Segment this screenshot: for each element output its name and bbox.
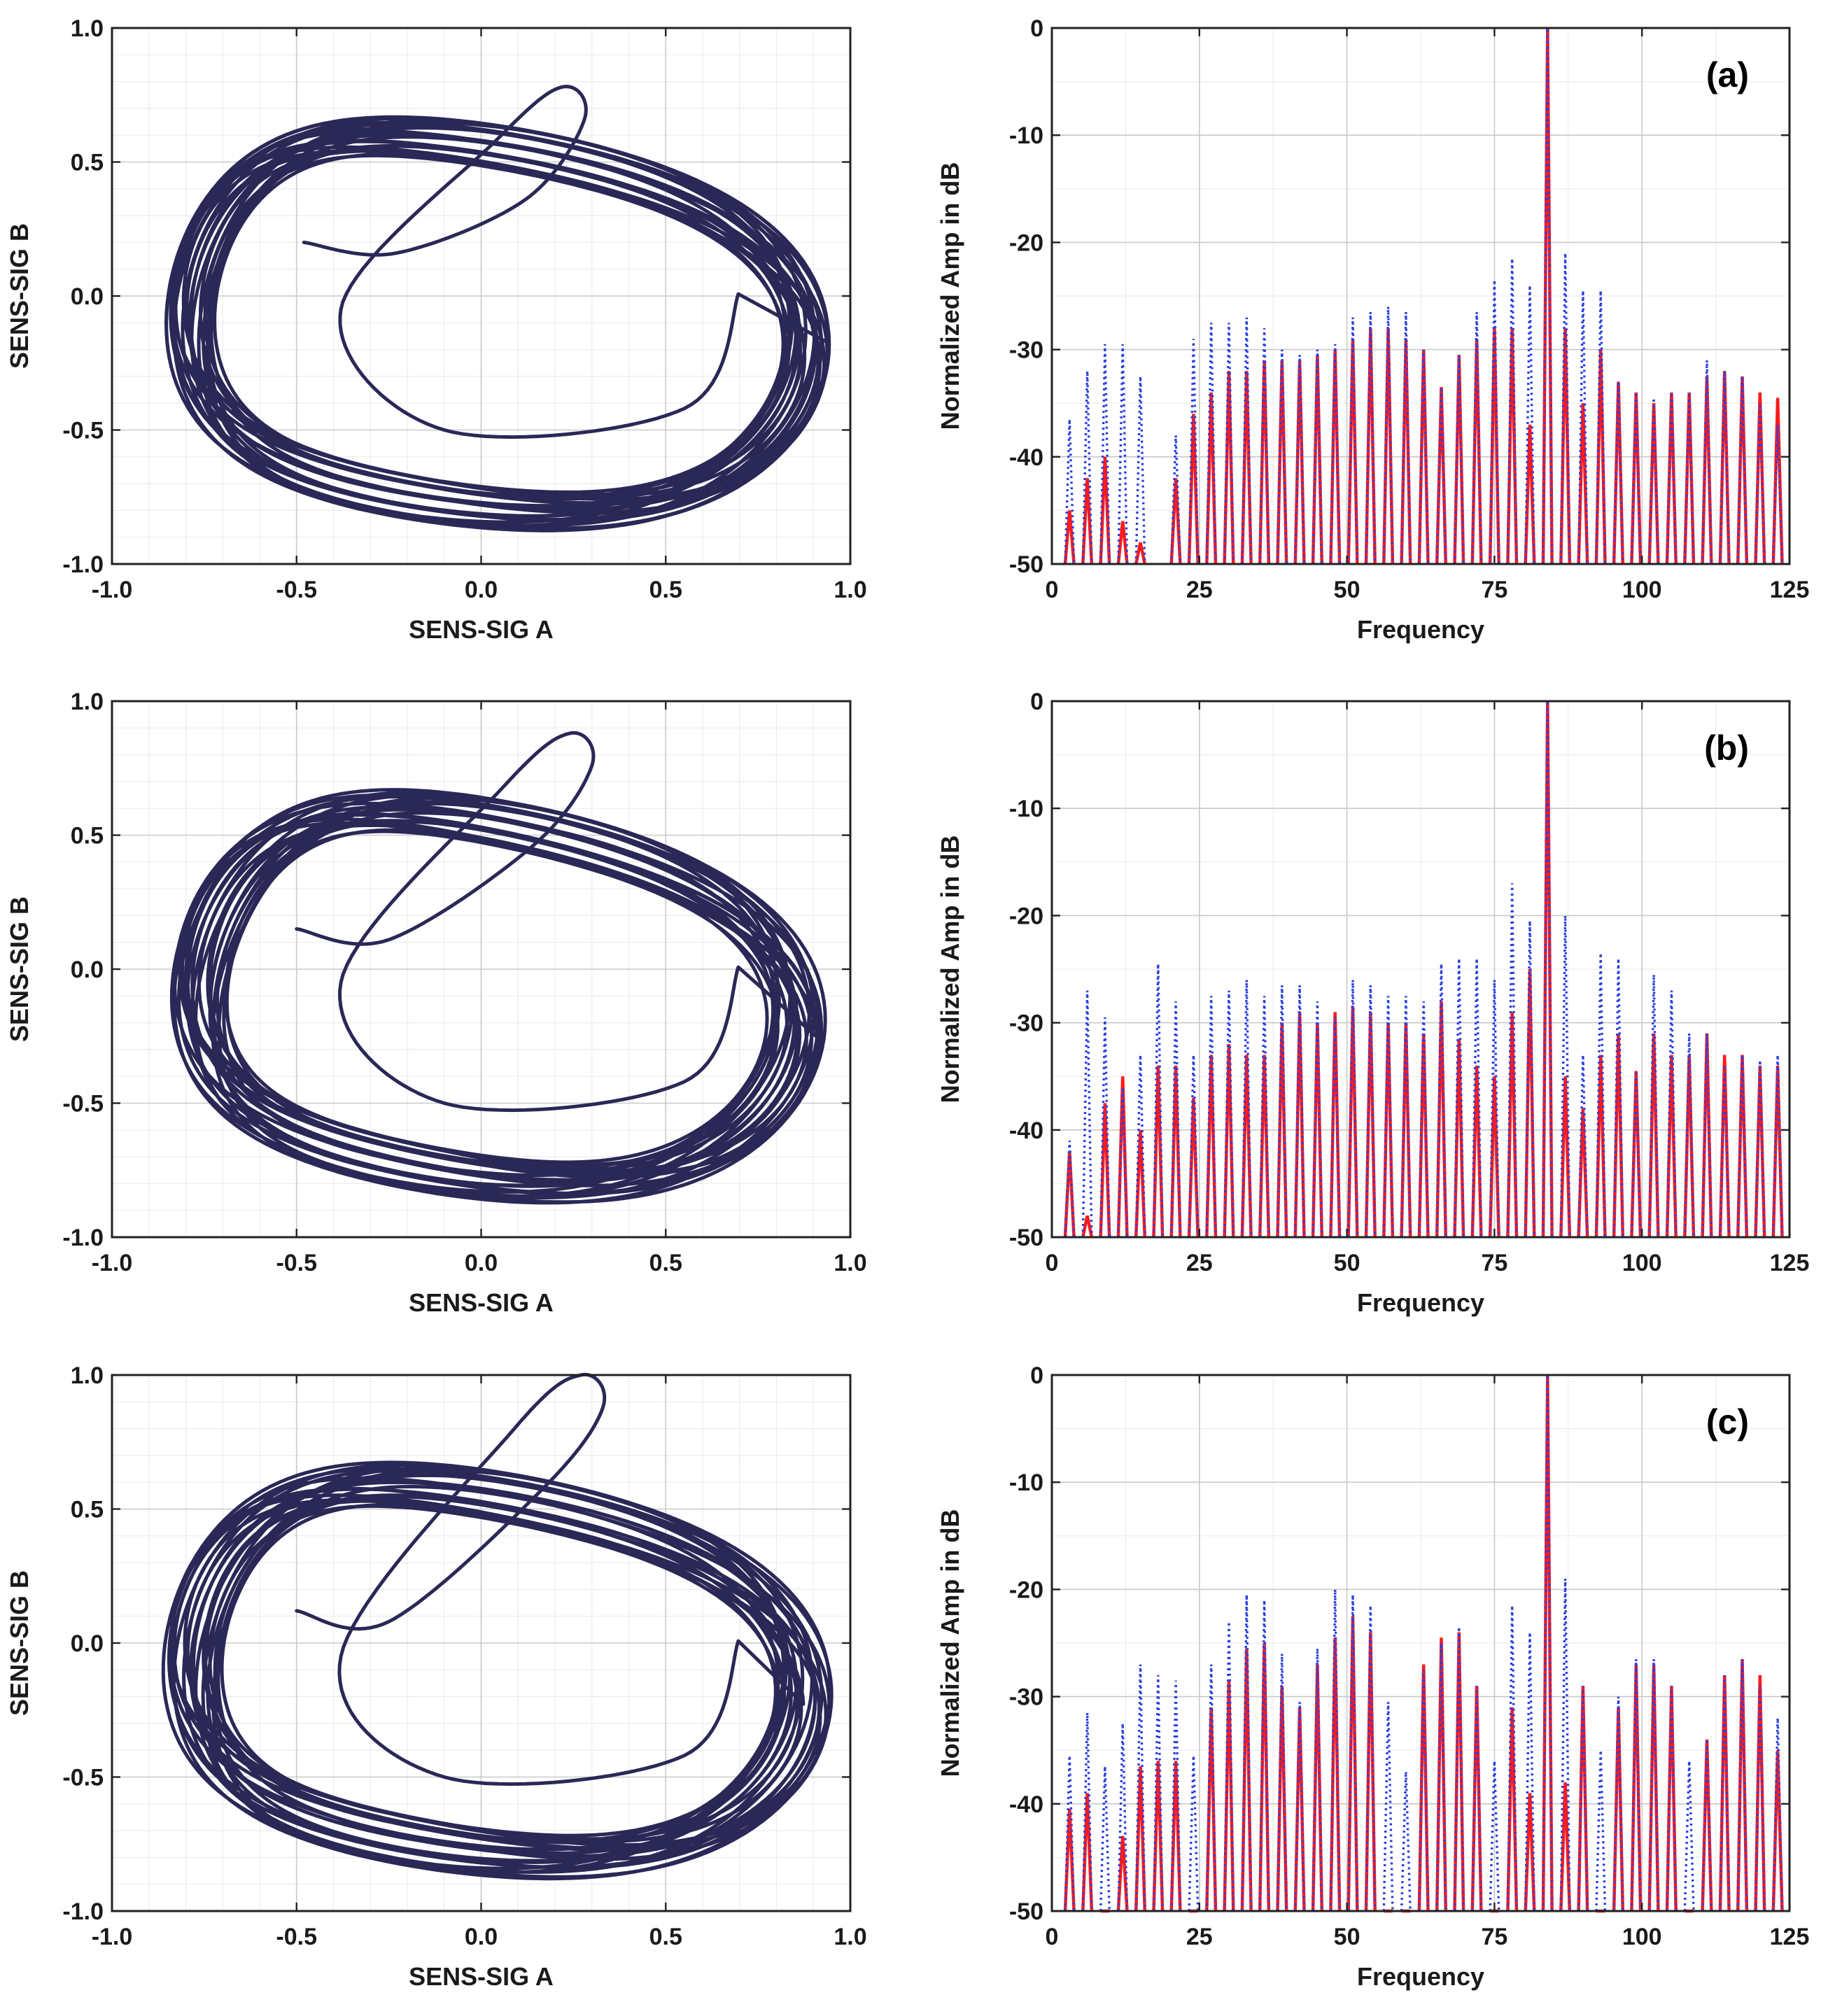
x-tick-label: 75 [1481, 1924, 1507, 1950]
y-tick-label: -10 [1009, 796, 1043, 822]
x-axis-title: Frequency [1357, 1962, 1484, 1991]
y-axis-title: SENS-SIG B [5, 896, 34, 1042]
x-tick-label: 0 [1046, 577, 1059, 603]
phase-trajectory [161, 1372, 834, 1881]
x-tick-label: -0.5 [276, 1250, 317, 1276]
x-tick-label: 0 [1046, 1250, 1059, 1276]
panel-tag: (c) [1706, 1402, 1749, 1441]
x-tick-label: 0 [1046, 1924, 1059, 1950]
x-tick-label: 25 [1186, 1250, 1213, 1276]
phase-portrait-panel: -1.0 -0.5 0.0 0.5 1.0 1.0 0.5 0.0 -0.5 -1.0 SENS-S… [5, 1362, 867, 1991]
x-tick-label: 75 [1481, 1250, 1507, 1276]
y-tick-label: 0.0 [71, 957, 104, 983]
x-tick-label: 0.5 [649, 1250, 682, 1276]
plot-frame [1050, 27, 1791, 565]
y-tick-label: 0 [1030, 15, 1043, 42]
x-tick-label: 125 [1770, 577, 1810, 603]
x-tick-label: 50 [1334, 577, 1361, 603]
y-tick-label: -1.0 [62, 551, 104, 578]
x-tick-label: 0.0 [465, 1250, 498, 1276]
phase-trajectory [169, 731, 827, 1205]
phase-portrait-panel: -1.0 -0.5 0.0 0.5 1.0 1.0 0.5 0.0 -0.5 -1.0 SENS-S… [5, 689, 867, 1317]
y-tick-label: -1.0 [62, 1225, 104, 1251]
y-tick-label: -20 [1009, 903, 1043, 929]
y-tick-label: 0.0 [71, 283, 104, 310]
x-tick-label: 1.0 [834, 1250, 866, 1276]
y-tick-label: 0.5 [71, 1497, 104, 1523]
x-tick-label: 25 [1186, 1924, 1213, 1950]
x-tick-label: 25 [1186, 577, 1213, 603]
x-tick-label: -0.5 [276, 577, 317, 603]
phase-portrait-panel: -1.0 -0.5 0.0 0.5 1.0 1.0 0.5 0.0 -0.5 -1.0 SENS-S… [5, 15, 867, 644]
x-tick-label: 1.0 [834, 577, 866, 603]
x-axis-title: Frequency [1357, 615, 1484, 644]
x-tick-label: -1.0 [92, 1250, 133, 1276]
y-axis-title: SENS-SIG B [5, 223, 34, 369]
y-axis-title: Normalized Amp in dB [936, 836, 964, 1104]
x-axis-title: SENS-SIG A [409, 1962, 554, 1991]
y-tick-label: 0 [1030, 1362, 1043, 1389]
panel-tag: (b) [1704, 728, 1749, 768]
y-tick-label: 0.5 [71, 150, 104, 176]
y-tick-label: -50 [1009, 551, 1043, 578]
x-tick-label: 0.0 [465, 1924, 498, 1950]
x-tick-label: 50 [1334, 1924, 1361, 1950]
y-tick-label: -30 [1009, 337, 1043, 364]
x-tick-label: 0.5 [649, 1924, 682, 1950]
x-tick-label: 0.0 [465, 577, 498, 603]
x-tick-label: 75 [1481, 577, 1507, 603]
phase-trajectory [164, 85, 831, 533]
y-tick-label: 0.0 [71, 1630, 104, 1657]
x-tick-label: 125 [1770, 1924, 1810, 1950]
spectrum-panel: 0 25 50 75 100 125 0 -10 -20 -30 -40 -50 Frequency No… [936, 15, 1809, 644]
y-tick-label: -50 [1009, 1898, 1043, 1925]
spectrum-series-dotted [1064, 700, 1784, 1238]
x-tick-label: 1.0 [834, 1924, 866, 1950]
y-tick-label: -30 [1009, 1010, 1043, 1037]
x-axis-title: SENS-SIG A [409, 1288, 554, 1317]
spectrum-series-dotted [1064, 27, 1784, 565]
y-axis-title: Normalized Amp in dB [936, 162, 964, 430]
y-tick-label: -0.5 [62, 418, 104, 444]
y-tick-label: -30 [1009, 1684, 1043, 1711]
y-tick-label: 1.0 [71, 689, 104, 715]
plot-frame [1050, 1374, 1791, 1912]
x-tick-label: -0.5 [276, 1924, 317, 1950]
x-tick-label: 100 [1622, 577, 1662, 603]
x-tick-label: 100 [1622, 1250, 1662, 1276]
y-axis-title: Normalized Amp in dB [936, 1509, 964, 1777]
y-tick-label: -10 [1009, 1469, 1043, 1496]
x-axis-title: Frequency [1357, 1288, 1484, 1317]
spectrum-series-dotted [1064, 1374, 1784, 1912]
y-tick-label: -40 [1009, 444, 1043, 471]
y-tick-label: -20 [1009, 1577, 1043, 1603]
y-tick-label: -1.0 [62, 1898, 104, 1925]
y-tick-label: -50 [1009, 1225, 1043, 1251]
panel-tag: (a) [1706, 55, 1749, 94]
y-tick-label: -0.5 [62, 1765, 104, 1791]
y-axis-title: SENS-SIG B [5, 1570, 34, 1716]
x-tick-label: 100 [1622, 1924, 1662, 1950]
y-tick-label: 1.0 [71, 15, 104, 42]
x-tick-label: 0.5 [649, 577, 682, 603]
x-tick-label: -1.0 [92, 577, 133, 603]
x-tick-label: -1.0 [92, 1924, 133, 1950]
y-tick-label: -40 [1009, 1118, 1043, 1144]
spectrum-panel: 0 25 50 75 100 125 0 -10 -20 -30 -40 -50 Frequency No… [936, 689, 1809, 1317]
x-tick-label: 50 [1334, 1250, 1361, 1276]
spectrum-panel: 0 25 50 75 100 125 0 -10 -20 -30 -40 -50 Frequency No… [936, 1362, 1809, 1991]
y-tick-label: -0.5 [62, 1091, 104, 1118]
y-tick-label: 1.0 [71, 1362, 104, 1389]
y-tick-label: -10 [1009, 122, 1043, 149]
y-tick-label: -40 [1009, 1791, 1043, 1818]
y-tick-label: -20 [1009, 230, 1043, 256]
y-tick-label: 0.5 [71, 823, 104, 850]
y-tick-label: 0 [1030, 689, 1043, 715]
x-axis-title: SENS-SIG A [409, 615, 554, 644]
plot-frame [1050, 700, 1791, 1239]
x-tick-label: 125 [1770, 1250, 1810, 1276]
